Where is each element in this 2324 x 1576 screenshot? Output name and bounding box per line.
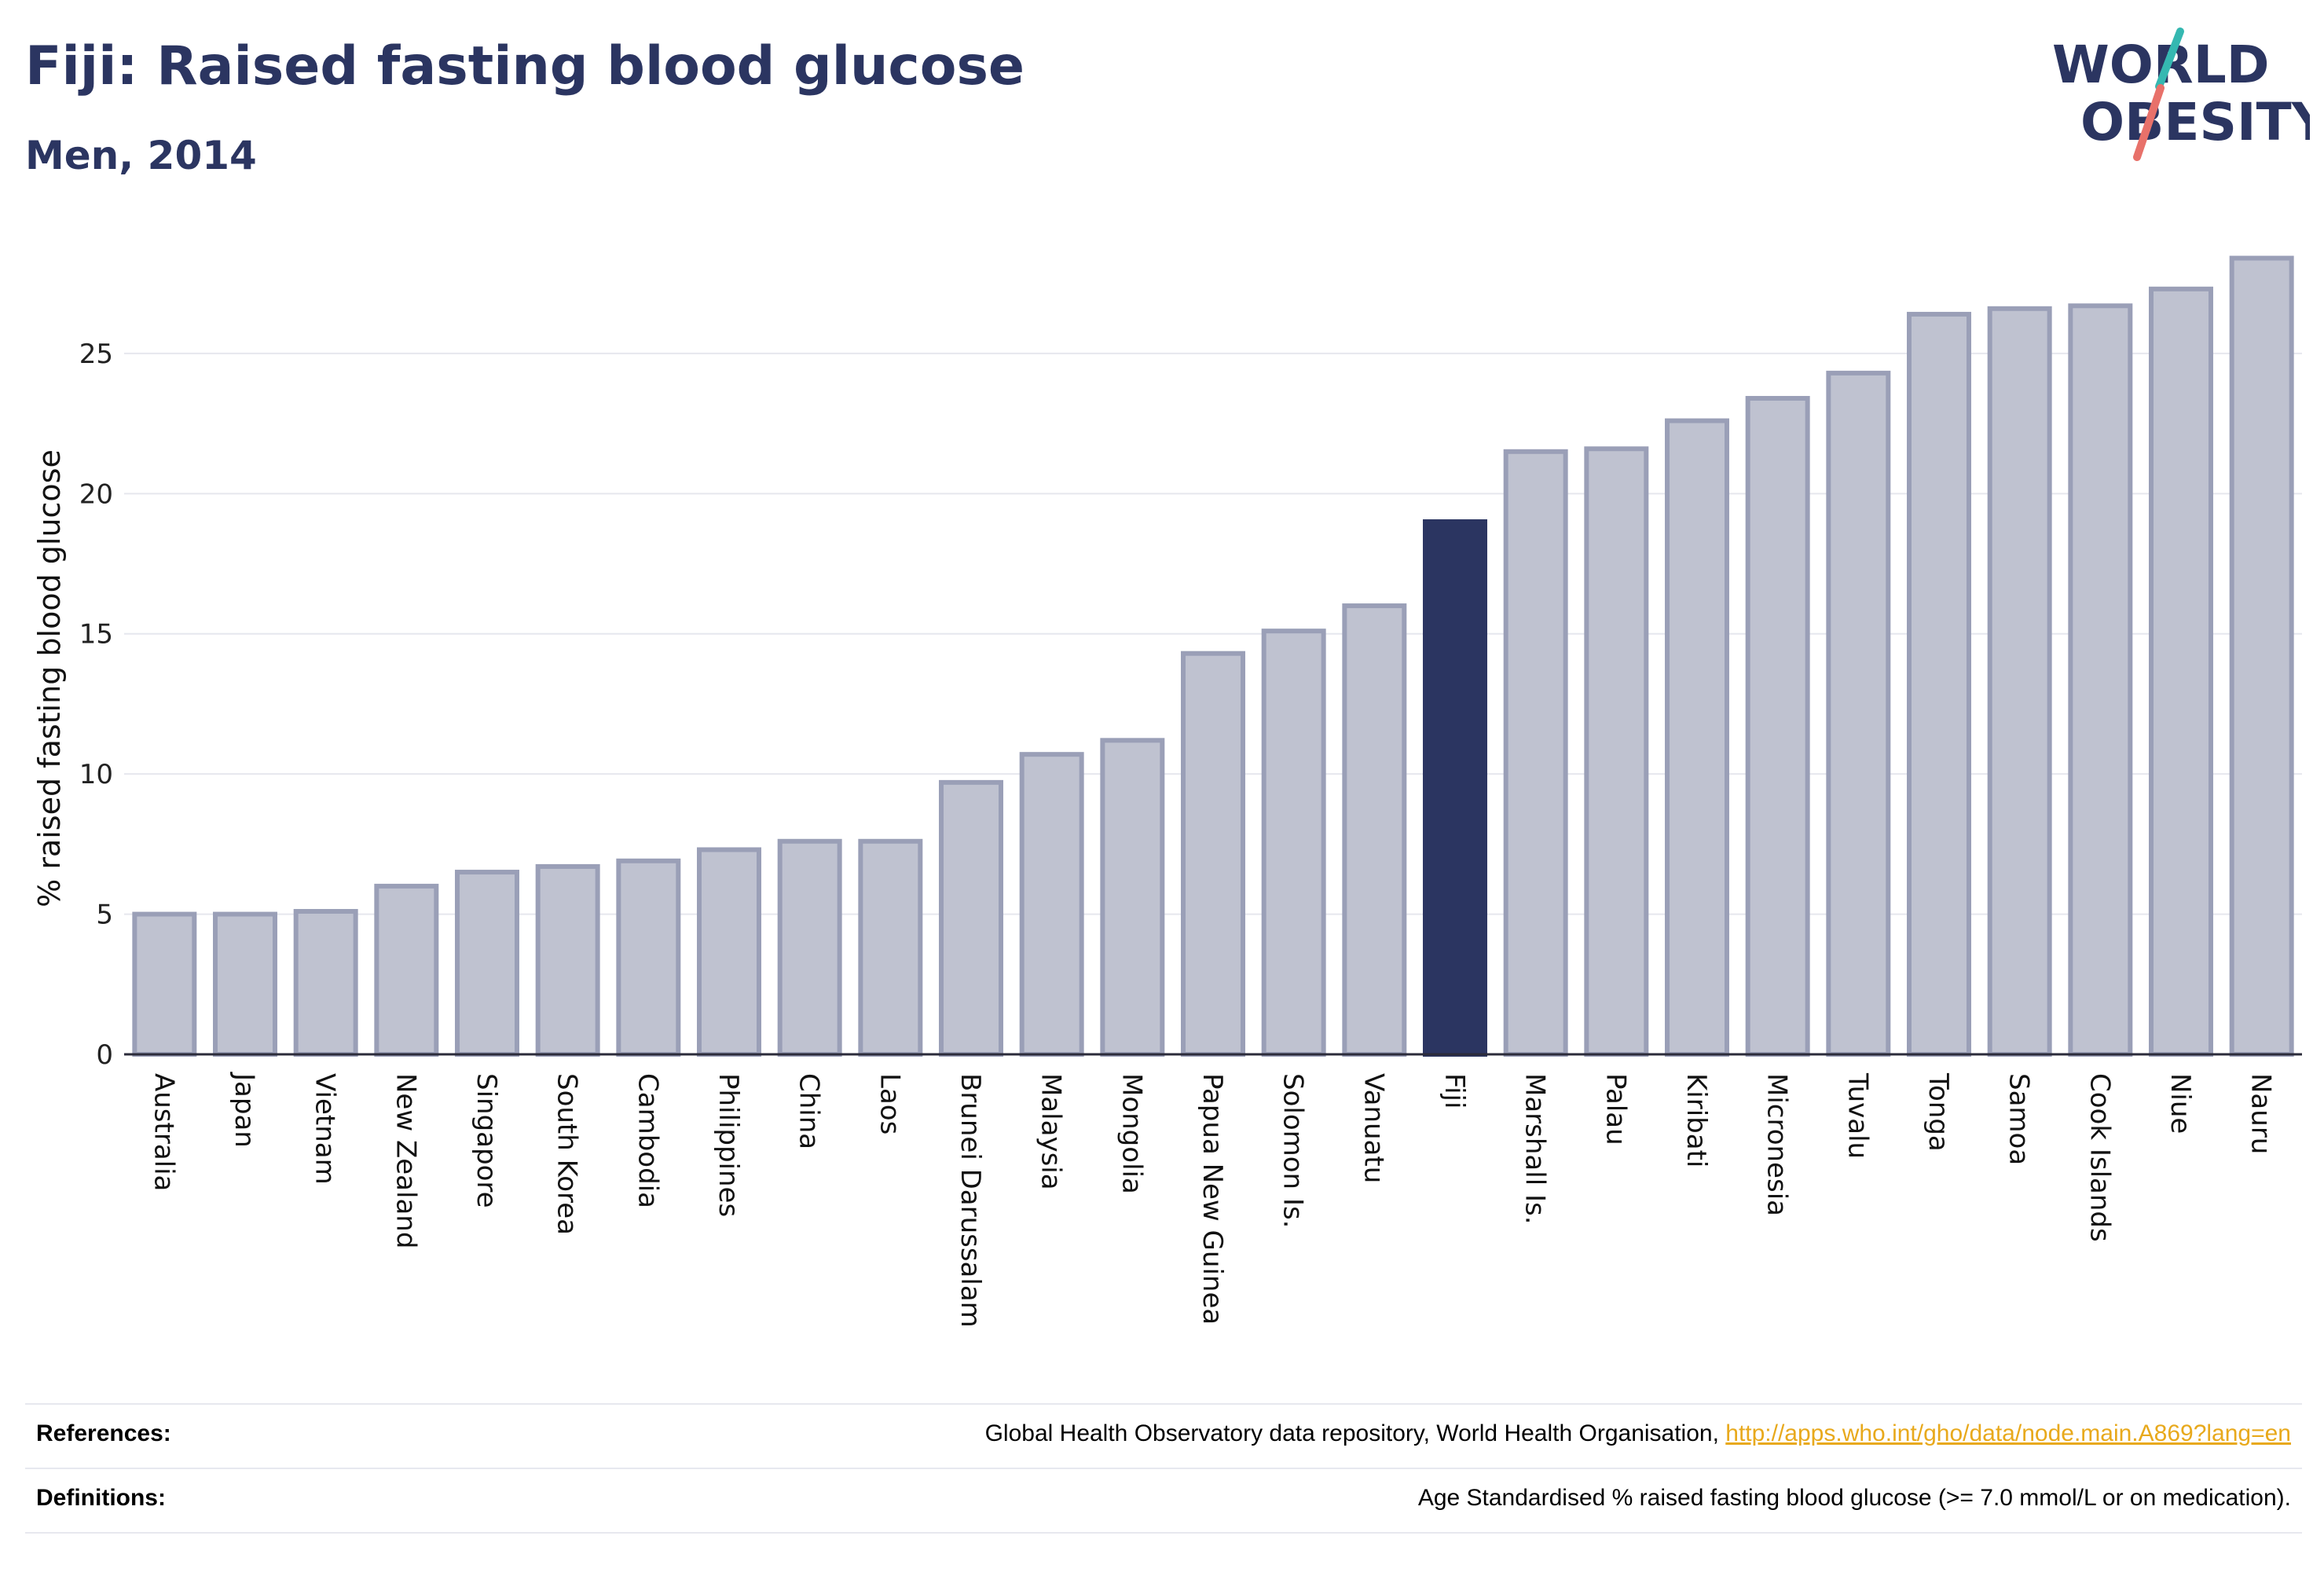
bar-vietnam bbox=[293, 909, 358, 1057]
references-text: Global Health Observatory data repositor… bbox=[984, 1420, 1726, 1446]
bar-south-korea bbox=[535, 863, 600, 1057]
page-subtitle: Men, 2014 bbox=[25, 133, 257, 178]
x-tick-label: Palau bbox=[1600, 1073, 1631, 1145]
y-tick-label: 25 bbox=[79, 339, 113, 370]
bar-kiribati bbox=[1665, 418, 1729, 1057]
x-tick-label: Kiribati bbox=[1681, 1073, 1712, 1167]
x-tick-label: Micronesia bbox=[1761, 1073, 1793, 1216]
x-tick-label: Tonga bbox=[1923, 1072, 1954, 1152]
bar-cambodia bbox=[616, 858, 681, 1057]
y-tick-label: 15 bbox=[79, 619, 113, 651]
bar-tuvalu bbox=[1826, 370, 1891, 1057]
bar-new-zealand bbox=[374, 883, 439, 1057]
bar-mongolia bbox=[1100, 738, 1165, 1057]
bar-papua-new-guinea bbox=[1181, 651, 1245, 1057]
bar-chart: 0 5 10 15 20 25 % raised fasting blood glucose… bbox=[32, 255, 2302, 1328]
y-tick-label: 20 bbox=[79, 478, 113, 510]
bar-australia bbox=[132, 911, 197, 1057]
logo-slash-top bbox=[2155, 27, 2184, 90]
y-axis-label: % raised fasting blood glucose bbox=[32, 449, 67, 907]
x-tick-label: Tuvalu bbox=[1842, 1072, 1873, 1159]
bar-solomon-is- bbox=[1261, 629, 1326, 1057]
x-tick-label: Solomon Is. bbox=[1277, 1073, 1309, 1228]
x-tick-label: Singapore bbox=[471, 1073, 502, 1208]
bar-japan bbox=[213, 911, 277, 1057]
bar-samoa bbox=[1987, 306, 2052, 1057]
bar-cook-islands bbox=[2068, 303, 2133, 1057]
x-tick-label: Cook Islands bbox=[2084, 1073, 2115, 1242]
references-row: References: Global Health Observatory da… bbox=[25, 1403, 2302, 1468]
bar-brunei-darussalam bbox=[939, 779, 1003, 1057]
x-tick-label: Cambodia bbox=[632, 1073, 663, 1208]
world-obesity-logo: WORLD OBESITY bbox=[2052, 27, 2310, 161]
bar-vanuatu bbox=[1342, 603, 1407, 1057]
definitions-text: Age Standardised % raised fasting blood … bbox=[1417, 1485, 2291, 1511]
x-tick-label: Philippines bbox=[713, 1073, 744, 1217]
bar-niue bbox=[2149, 286, 2213, 1057]
bar-marshall-is- bbox=[1503, 449, 1568, 1057]
bar-micronesia bbox=[1745, 395, 1810, 1057]
x-tick-label: New Zealand bbox=[390, 1073, 421, 1248]
x-tick-label: Nauru bbox=[2245, 1073, 2277, 1154]
bar-nauru bbox=[2229, 255, 2294, 1057]
x-tick-label: South Korea bbox=[552, 1073, 583, 1235]
x-tick-label: Papua New Guinea bbox=[1197, 1073, 1228, 1325]
bar-tonga bbox=[1907, 311, 1971, 1057]
references-link[interactable]: http://apps.who.int/gho/data/node.main.A… bbox=[1725, 1420, 2291, 1446]
references-label: References: bbox=[36, 1420, 171, 1446]
y-tick-label: 5 bbox=[96, 900, 113, 931]
bar-singapore bbox=[455, 870, 519, 1057]
references-value: Global Health Observatory data repositor… bbox=[985, 1420, 2291, 1447]
x-tick-label: Laos bbox=[874, 1073, 905, 1134]
definitions-row: Definitions: Age Standardised % raised f… bbox=[25, 1468, 2302, 1532]
bar-laos bbox=[858, 838, 923, 1057]
y-tick-label: 0 bbox=[96, 1039, 113, 1071]
bar-fiji bbox=[1423, 519, 1487, 1057]
bar-philippines bbox=[697, 847, 761, 1057]
x-tick-label: Australia bbox=[148, 1073, 179, 1191]
bar-china bbox=[777, 838, 842, 1057]
logo-line2: OBESITY bbox=[2080, 92, 2310, 152]
x-tick-label: Malaysia bbox=[1036, 1073, 1067, 1190]
x-tick-label: Fiji bbox=[1439, 1073, 1470, 1109]
x-tick-label: Samoa bbox=[2003, 1073, 2035, 1165]
x-tick-label: Japan bbox=[229, 1072, 260, 1148]
x-tick-label: Mongolia bbox=[1116, 1073, 1147, 1194]
page-title: Fiji: Raised fasting blood glucose bbox=[25, 35, 1025, 97]
footer-divider bbox=[25, 1532, 2302, 1534]
x-tick-label: Marshall Is. bbox=[1519, 1073, 1551, 1225]
bar-palau bbox=[1584, 446, 1649, 1057]
x-tick-label: Vietnam bbox=[310, 1073, 341, 1185]
x-tick-label: Vanuatu bbox=[1358, 1073, 1389, 1183]
definitions-label: Definitions: bbox=[36, 1485, 166, 1511]
x-tick-label: China bbox=[794, 1073, 825, 1149]
logo-slash-bottom bbox=[2133, 84, 2165, 161]
x-tick-label: Niue bbox=[2165, 1073, 2196, 1134]
bar-malaysia bbox=[1019, 752, 1084, 1057]
y-tick-label: 10 bbox=[79, 759, 113, 790]
x-tick-label: Brunei Darussalam bbox=[955, 1073, 986, 1328]
